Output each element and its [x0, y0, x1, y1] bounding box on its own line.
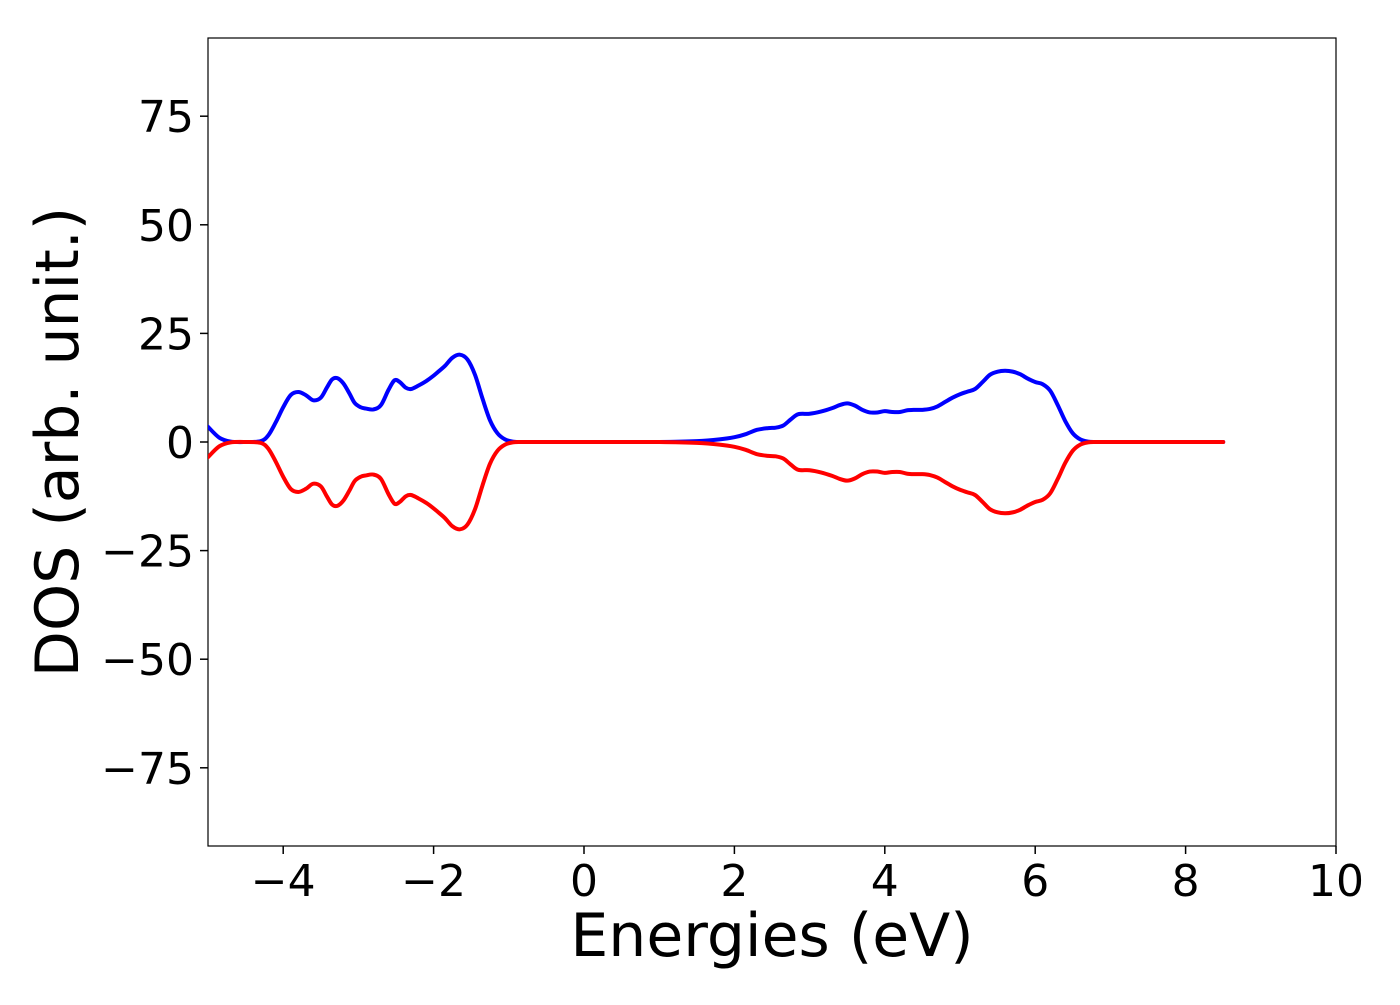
x-tick-label: −2	[401, 856, 466, 907]
x-axis-label: Energies (eV)	[570, 901, 973, 971]
series-layer	[208, 352, 1226, 532]
y-tick-label: 0	[166, 418, 194, 469]
y-tick-label: 50	[138, 201, 194, 252]
x-axis: −4 −2 0 2 4 6 8 10	[251, 846, 1364, 907]
y-axis-label: DOS (arb. unit.)	[23, 207, 93, 677]
y-tick-label: 75	[138, 92, 194, 143]
x-tick-label: 8	[1172, 856, 1200, 907]
x-tick-label: −4	[251, 856, 316, 907]
x-tick-label: 4	[871, 856, 899, 907]
y-axis: 75 50 25 0 −25 −50 −75	[101, 92, 208, 795]
x-tick-label: 0	[570, 856, 598, 907]
x-tick-label: 6	[1021, 856, 1049, 907]
y-tick-label: 25	[138, 309, 194, 360]
x-tick-label: 10	[1308, 856, 1364, 907]
y-tick-label: −50	[101, 635, 194, 686]
dos-series-line-2	[208, 439, 1226, 532]
y-tick-label: −25	[101, 527, 194, 578]
y-tick-label: −75	[101, 744, 194, 795]
dos-series-line-1	[208, 352, 1226, 445]
x-tick-label: 2	[720, 856, 748, 907]
